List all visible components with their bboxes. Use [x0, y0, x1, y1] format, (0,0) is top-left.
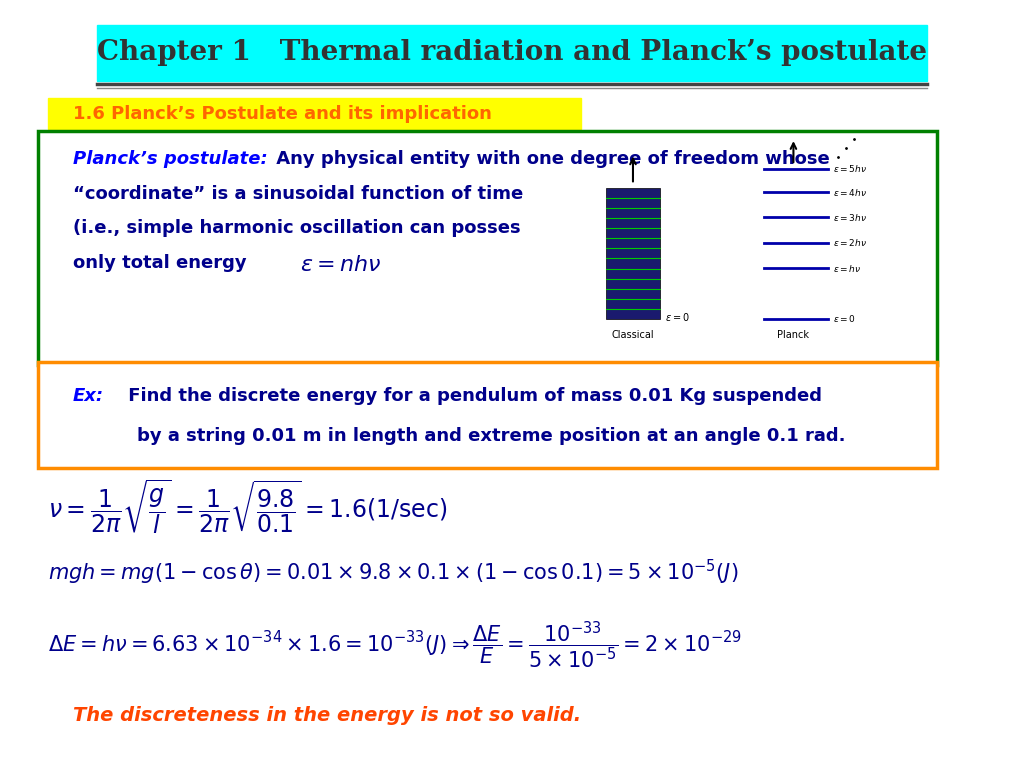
Text: Ex:: Ex: — [73, 387, 103, 406]
FancyBboxPatch shape — [97, 25, 927, 81]
FancyBboxPatch shape — [38, 362, 937, 468]
Text: Classical: Classical — [611, 330, 654, 340]
Text: only total energy: only total energy — [73, 253, 246, 272]
Text: $\varepsilon = nh\nu$: $\varepsilon = nh\nu$ — [300, 255, 381, 275]
Text: $\varepsilon = 3h\nu$: $\varepsilon = 3h\nu$ — [833, 212, 867, 223]
Text: 1.6 Planck’s Postulate and its implication: 1.6 Planck’s Postulate and its implicati… — [73, 104, 492, 123]
Text: Find the discrete energy for a pendulum of mass 0.01 Kg suspended: Find the discrete energy for a pendulum … — [122, 387, 822, 406]
Text: $\Delta E = h\nu = 6.63 \times 10^{-34} \times 1.6 = 10^{-33}(J) \Rightarrow \df: $\Delta E = h\nu = 6.63 \times 10^{-34} … — [48, 620, 741, 670]
FancyBboxPatch shape — [48, 98, 582, 129]
Text: $\varepsilon = h\nu$: $\varepsilon = h\nu$ — [833, 263, 861, 273]
Text: $mgh = mg(1 - \cos\theta) = 0.01 \times 9.8 \times 0.1 \times (1 - \cos 0.1) = 5: $mgh = mg(1 - \cos\theta) = 0.01 \times … — [48, 558, 738, 587]
Text: by a string 0.01 m in length and extreme position at an angle 0.1 rad.: by a string 0.01 m in length and extreme… — [137, 427, 845, 445]
Text: $\varepsilon = 2h\nu$: $\varepsilon = 2h\nu$ — [833, 237, 867, 248]
Text: $\varepsilon = 0$: $\varepsilon = 0$ — [833, 313, 856, 324]
Text: $\varepsilon = 0$: $\varepsilon = 0$ — [665, 311, 690, 323]
Text: Planck’s postulate:: Planck’s postulate: — [73, 150, 267, 168]
Text: $\nu = \dfrac{1}{2\pi}\sqrt{\dfrac{g}{l}} = \dfrac{1}{2\pi}\sqrt{\dfrac{9.8}{0.1: $\nu = \dfrac{1}{2\pi}\sqrt{\dfrac{g}{l}… — [48, 477, 447, 537]
Text: “coordinate” is a sinusoidal function of time: “coordinate” is a sinusoidal function of… — [73, 184, 523, 203]
Text: $\varepsilon = 4h\nu$: $\varepsilon = 4h\nu$ — [833, 187, 867, 197]
Text: $\varepsilon = 5h\nu$: $\varepsilon = 5h\nu$ — [833, 164, 867, 174]
FancyBboxPatch shape — [38, 131, 937, 365]
Text: The discreteness in the energy is not so valid.: The discreteness in the energy is not so… — [73, 707, 581, 725]
Text: Any physical entity with one degree of freedom whose: Any physical entity with one degree of f… — [270, 150, 829, 168]
Bar — [606, 188, 660, 319]
Text: Chapter 1   Thermal radiation and Planck’s postulate: Chapter 1 Thermal radiation and Planck’s… — [97, 38, 927, 66]
Text: Planck: Planck — [777, 330, 809, 340]
Text: (i.e., simple harmonic oscillation can posses: (i.e., simple harmonic oscillation can p… — [73, 219, 520, 237]
